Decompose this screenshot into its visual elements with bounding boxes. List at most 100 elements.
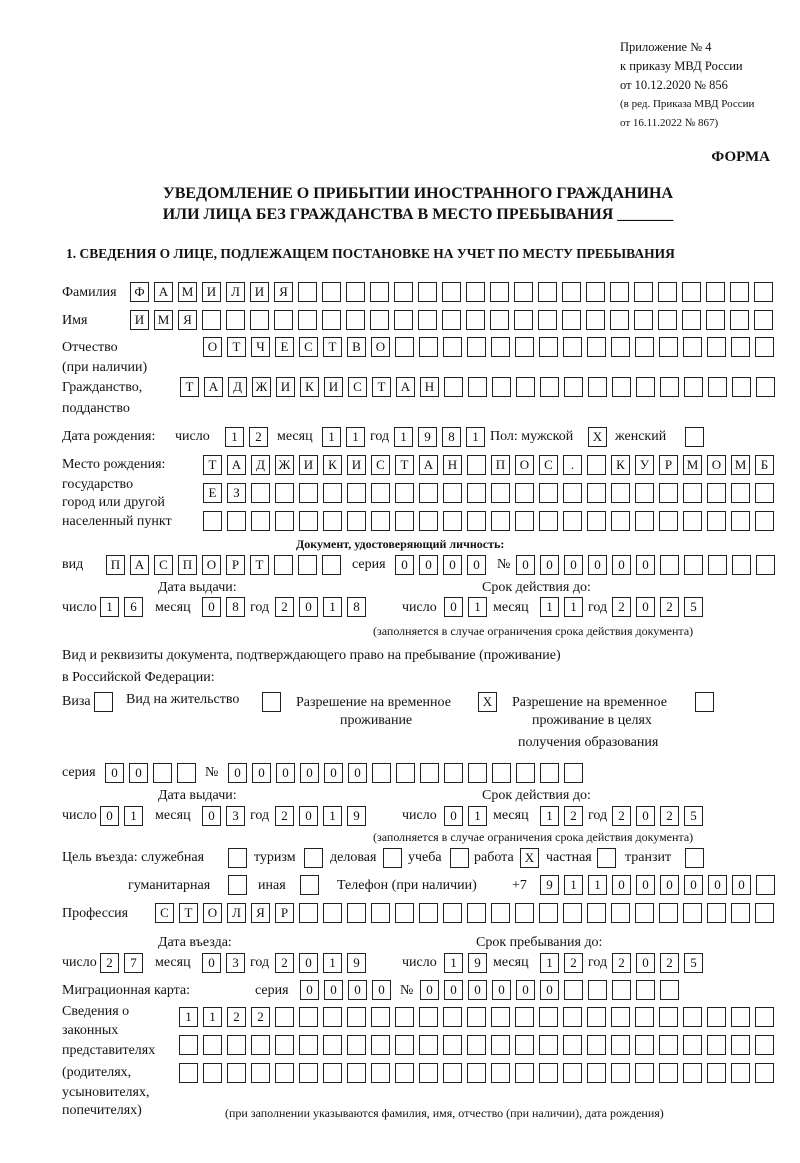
char-cell[interactable] (492, 763, 511, 783)
char-cell[interactable]: 1 (225, 427, 244, 447)
char-cell[interactable] (275, 1063, 294, 1083)
char-cell[interactable]: С (539, 455, 558, 475)
char-cell[interactable] (323, 1063, 342, 1083)
char-cell[interactable] (684, 555, 703, 575)
char-cell[interactable]: 0 (299, 597, 318, 617)
char-cell[interactable]: О (202, 555, 221, 575)
char-cell[interactable] (323, 483, 342, 503)
char-cell[interactable] (707, 1007, 726, 1027)
char-cell[interactable]: Ж (252, 377, 271, 397)
char-cell[interactable] (372, 763, 391, 783)
char-cell[interactable]: 1 (564, 875, 583, 895)
char-cell[interactable]: 2 (227, 1007, 246, 1027)
char-cell[interactable]: 2 (612, 597, 631, 617)
char-cell[interactable]: 0 (100, 806, 119, 826)
char-cell[interactable]: 0 (612, 875, 631, 895)
char-cell[interactable]: 0 (444, 597, 463, 617)
char-cell[interactable]: 2 (660, 953, 679, 973)
char-cell[interactable] (611, 511, 630, 531)
char-cell[interactable] (443, 1063, 462, 1083)
char-cell[interactable] (611, 1063, 630, 1083)
char-cell[interactable] (659, 1035, 678, 1055)
char-cell[interactable] (730, 282, 749, 302)
char-cell[interactable] (515, 1063, 534, 1083)
char-cell[interactable]: К (323, 455, 342, 475)
char-cell[interactable] (371, 511, 390, 531)
char-cell[interactable] (443, 1035, 462, 1055)
char-cell[interactable] (634, 282, 653, 302)
char-cell[interactable] (515, 511, 534, 531)
char-cell[interactable]: Ф (130, 282, 149, 302)
char-cell[interactable]: 0 (492, 980, 511, 1000)
char-cell[interactable] (396, 763, 415, 783)
char-cell[interactable]: М (178, 282, 197, 302)
char-cell[interactable]: У (635, 455, 654, 475)
char-cell[interactable] (538, 310, 557, 330)
char-cell[interactable]: 0 (202, 597, 221, 617)
char-cell[interactable]: Б (755, 455, 774, 475)
char-cell[interactable] (611, 1007, 630, 1027)
char-cell[interactable] (539, 337, 558, 357)
char-cell[interactable] (635, 1007, 654, 1027)
char-cell[interactable] (394, 310, 413, 330)
char-cell[interactable]: 2 (249, 427, 268, 447)
char-cell[interactable] (491, 483, 510, 503)
char-cell[interactable]: 1 (468, 806, 487, 826)
char-cell[interactable] (755, 1035, 774, 1055)
char-cell[interactable] (419, 337, 438, 357)
char-cell[interactable]: А (130, 555, 149, 575)
char-cell[interactable] (467, 1007, 486, 1027)
char-cell[interactable] (659, 1063, 678, 1083)
char-cell[interactable]: 5 (684, 806, 703, 826)
char-cell[interactable] (491, 511, 510, 531)
char-cell[interactable]: 0 (636, 555, 655, 575)
char-cell[interactable] (563, 511, 582, 531)
char-cell[interactable]: О (707, 455, 726, 475)
char-cell[interactable] (683, 483, 702, 503)
char-cell[interactable]: 0 (420, 980, 439, 1000)
char-cell[interactable] (731, 1007, 750, 1027)
char-cell[interactable] (515, 337, 534, 357)
char-cell[interactable] (347, 511, 366, 531)
checkbox[interactable] (228, 848, 247, 868)
char-cell[interactable] (707, 903, 726, 923)
char-cell[interactable] (491, 1063, 510, 1083)
char-cell[interactable] (514, 310, 533, 330)
char-cell[interactable] (754, 282, 773, 302)
char-cell[interactable] (586, 310, 605, 330)
char-cell[interactable]: А (227, 455, 246, 475)
char-cell[interactable] (563, 1035, 582, 1055)
char-cell[interactable] (298, 555, 317, 575)
char-cell[interactable] (275, 1035, 294, 1055)
char-cell[interactable]: 0 (540, 555, 559, 575)
char-cell[interactable] (347, 1063, 366, 1083)
char-cell[interactable] (323, 1035, 342, 1055)
char-cell[interactable]: 3 (226, 953, 245, 973)
char-cell[interactable] (467, 1063, 486, 1083)
char-cell[interactable]: 0 (467, 555, 486, 575)
char-cell[interactable]: 9 (418, 427, 437, 447)
char-cell[interactable] (515, 1007, 534, 1027)
char-cell[interactable]: П (491, 455, 510, 475)
char-cell[interactable] (179, 1063, 198, 1083)
char-cell[interactable] (443, 337, 462, 357)
char-cell[interactable]: 0 (105, 763, 124, 783)
char-cell[interactable]: Т (250, 555, 269, 575)
checkbox[interactable]: X (588, 427, 607, 447)
char-cell[interactable] (539, 1007, 558, 1027)
char-cell[interactable]: И (299, 455, 318, 475)
char-cell[interactable]: 0 (516, 980, 535, 1000)
checkbox[interactable] (685, 848, 704, 868)
char-cell[interactable] (347, 1035, 366, 1055)
char-cell[interactable] (466, 282, 485, 302)
char-cell[interactable] (443, 1007, 462, 1027)
char-cell[interactable] (514, 282, 533, 302)
char-cell[interactable]: З (227, 483, 246, 503)
char-cell[interactable]: 0 (588, 555, 607, 575)
char-cell[interactable]: Т (395, 455, 414, 475)
char-cell[interactable] (587, 903, 606, 923)
char-cell[interactable] (708, 555, 727, 575)
char-cell[interactable]: М (683, 455, 702, 475)
char-cell[interactable]: Я (178, 310, 197, 330)
char-cell[interactable]: Я (251, 903, 270, 923)
